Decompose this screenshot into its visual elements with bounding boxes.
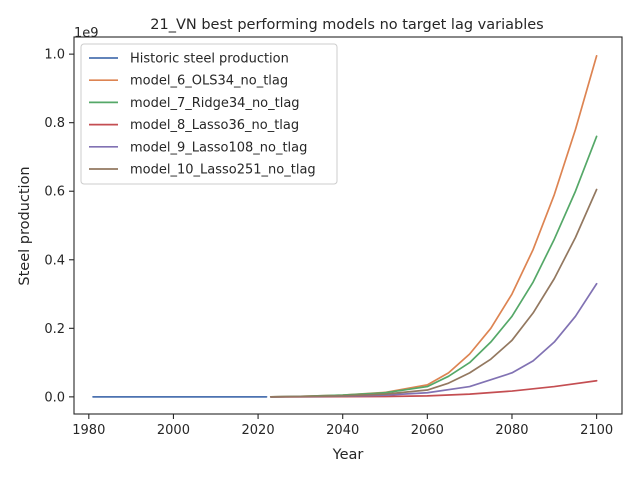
- x-tick-label: 1980: [72, 423, 105, 438]
- x-tick-label: 2040: [326, 423, 359, 438]
- x-tick-label: 2020: [242, 423, 275, 438]
- x-tick-label: 2060: [411, 423, 444, 438]
- y-tick-label: 0.4: [44, 253, 65, 268]
- legend-label: model_7_Ridge34_no_tlag: [130, 96, 300, 111]
- x-tick-label: 2000: [157, 423, 190, 438]
- y-tick-label: 0.8: [44, 116, 65, 131]
- legend-label: model_9_Lasso108_no_tlag: [130, 140, 307, 155]
- y-scale-label: 1e9: [74, 26, 99, 41]
- legend-label: model_10_Lasso251_no_tlag: [130, 163, 316, 178]
- y-tick-label: 1.0: [44, 48, 65, 63]
- chart-title: 21_VN best performing models no target l…: [150, 17, 543, 33]
- legend-label: Historic steel production: [130, 52, 289, 67]
- y-tick-label: 0.0: [44, 390, 65, 405]
- legend-label: model_8_Lasso36_no_tlag: [130, 118, 299, 133]
- y-tick-label: 0.2: [44, 322, 65, 337]
- legend-label: model_6_OLS34_no_tlag: [130, 74, 288, 89]
- y-tick-label: 0.6: [44, 185, 65, 200]
- x-axis-label: Year: [332, 447, 364, 463]
- legend: Historic steel production model_6_OLS34_n…: [81, 44, 337, 184]
- x-tick-label: 2100: [580, 423, 613, 438]
- x-tick-label: 2080: [495, 423, 528, 438]
- y-axis-label: Steel production: [17, 166, 33, 285]
